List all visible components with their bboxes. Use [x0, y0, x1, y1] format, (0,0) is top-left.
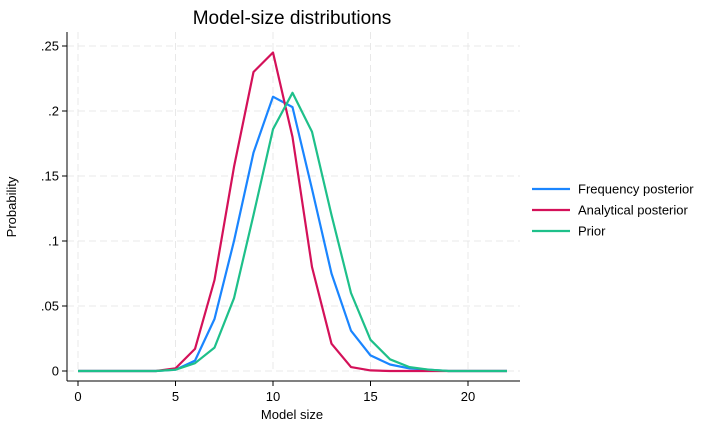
y-tick-label: .15 [41, 169, 59, 184]
x-tick-label: 5 [172, 389, 179, 404]
x-tick-label: 0 [74, 389, 81, 404]
y-tick-label: .05 [41, 299, 59, 314]
legend-label-prior: Prior [578, 224, 606, 239]
x-tick-label: 10 [266, 389, 280, 404]
series-line-prior [78, 91, 507, 373]
x-axis-title: Model size [261, 407, 323, 422]
legend: Frequency posterior Analytical posterior P… [532, 182, 694, 239]
chart-title: Model-size distributions [193, 8, 392, 29]
series-line-analytical-posterior [78, 51, 507, 373]
legend-label-analytical-posterior: Analytical posterior [578, 203, 688, 218]
y-tick-label: .2 [48, 104, 59, 119]
x-tick-label: 20 [461, 389, 475, 404]
y-tick-label: 0 [52, 364, 59, 379]
y-axis-title: Probability [4, 176, 19, 237]
x-tick-label: 15 [363, 389, 377, 404]
grid-lines [67, 32, 520, 372]
y-tick-label: .1 [48, 234, 59, 249]
legend-label-frequency-posterior: Frequency posterior [578, 182, 694, 197]
y-tick-label: .25 [41, 39, 59, 54]
axes: 0 .05 .1 .15 .2 .25 0 5 10 15 20 [41, 32, 520, 404]
series-lines [78, 51, 507, 373]
